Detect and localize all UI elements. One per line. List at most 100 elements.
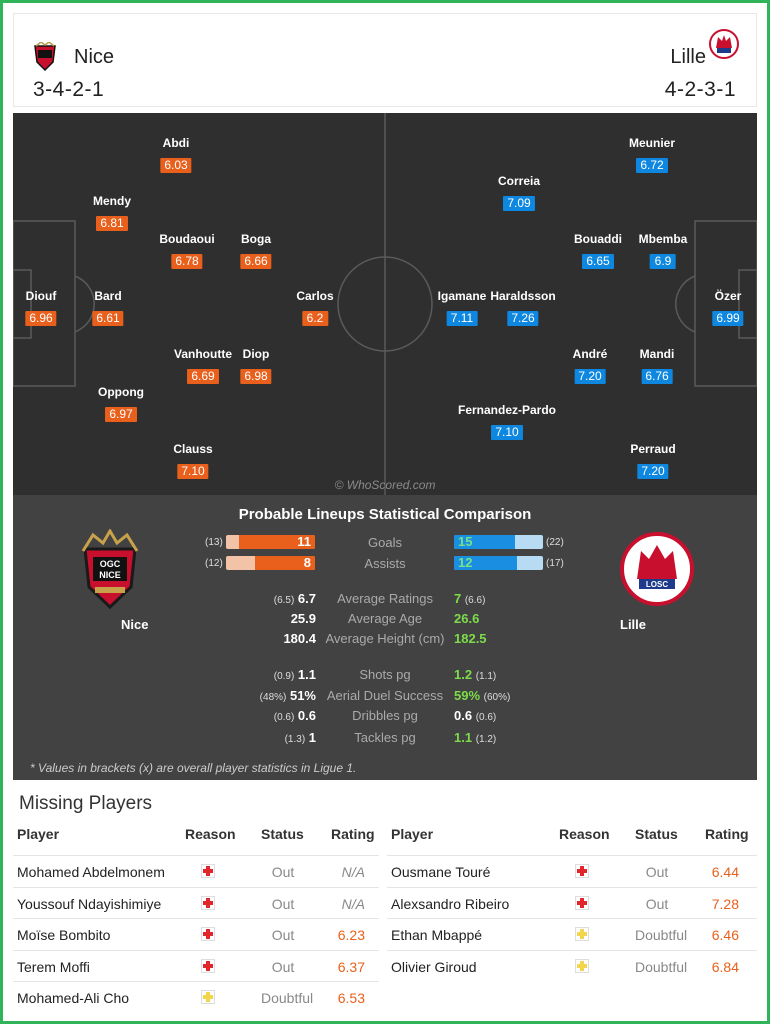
- player-rating: 6.97: [105, 407, 137, 422]
- missing-rating: 7.28: [711, 895, 739, 912]
- player-rating: 7.11: [446, 311, 478, 326]
- player-name[interactable]: Özer: [714, 289, 742, 303]
- home-player[interactable]: Bard 6.61: [92, 289, 124, 327]
- home-player[interactable]: Clauss 7.10: [173, 442, 213, 480]
- missing-rating: N/A: [341, 864, 365, 880]
- home-player[interactable]: Boga 6.66: [240, 232, 272, 270]
- home-player[interactable]: Diop 6.98: [240, 347, 272, 385]
- missing-player-name[interactable]: Moïse Bombito: [17, 927, 111, 943]
- player-name[interactable]: Bouaddi: [574, 232, 622, 246]
- away-bar-value: 15: [458, 535, 473, 549]
- missing-player-name[interactable]: Ethan Mbappé: [391, 927, 483, 943]
- away-stat-value: 182.5: [454, 631, 487, 646]
- home-player[interactable]: Oppong 6.97: [98, 385, 144, 423]
- pitch-markings: [13, 113, 757, 495]
- player-rating: 6.99: [712, 311, 744, 326]
- away-team-name[interactable]: Lille: [670, 46, 706, 68]
- home-formation: 3-4-2-1: [33, 78, 105, 101]
- away-player[interactable]: André 7.20: [572, 347, 608, 385]
- doubtful-icon: [201, 990, 215, 1004]
- missing-player-name[interactable]: Terem Moffi: [17, 958, 90, 975]
- player-name[interactable]: Mandi: [639, 347, 675, 361]
- missing-status: Out: [271, 864, 295, 880]
- missing-player-name[interactable]: Mohamed-Ali Cho: [17, 990, 130, 1006]
- home-team-label: Nice: [121, 617, 149, 632]
- home-player[interactable]: Vanhoutte 6.69: [174, 347, 232, 385]
- home-bar-fill: [239, 535, 315, 549]
- lille-crest-icon: [709, 29, 739, 59]
- player-name[interactable]: Boudaoui: [159, 232, 215, 246]
- away-player[interactable]: Mandi 6.76: [639, 347, 675, 385]
- player-rating: 6.69: [187, 369, 219, 384]
- player-name[interactable]: Boga: [240, 232, 271, 246]
- table-row: Olivier Giroud Doubtful 6.84: [387, 949, 757, 982]
- player-rating: 6.81: [96, 216, 128, 231]
- player-name[interactable]: Haraldsson: [490, 289, 556, 303]
- missing-status: Doubtful: [261, 990, 314, 1006]
- player-name[interactable]: Carlos: [296, 289, 334, 303]
- player-rating: 7.26: [507, 311, 539, 326]
- missing-rating: 6.23: [337, 927, 365, 943]
- missing-status: Out: [271, 958, 295, 975]
- home-player[interactable]: Mendy 6.81: [93, 194, 131, 232]
- away-player[interactable]: Correia 7.09: [498, 174, 540, 212]
- home-stat-value: 25.9: [290, 611, 316, 626]
- home-stat-value: (6.5) 6.7: [273, 591, 316, 606]
- missing-player-name[interactable]: Ousmane Touré: [391, 864, 491, 880]
- player-name[interactable]: Diop: [242, 347, 270, 361]
- missing-player-name[interactable]: Youssouf Ndayishimiye: [17, 895, 162, 912]
- home-overall: (12): [205, 558, 223, 569]
- player-rating: 6.98: [240, 369, 272, 384]
- away-team-label: Lille: [620, 617, 647, 632]
- injury-icon: [575, 895, 589, 910]
- home-player[interactable]: Boudaoui 6.78: [159, 232, 215, 270]
- stat-label: Goals: [368, 535, 402, 550]
- stat-comparison: Probable Lineups Statistical Comparison …: [13, 495, 757, 780]
- away-player[interactable]: Meunier 6.72: [629, 136, 675, 174]
- col-player: Player: [391, 826, 434, 842]
- missing-player-name[interactable]: Olivier Giroud: [391, 958, 477, 975]
- missing-rating: 6.37: [337, 958, 365, 975]
- player-name[interactable]: Mbemba: [638, 232, 688, 246]
- away-player[interactable]: Fernandez-Pardo 7.10: [458, 403, 556, 441]
- missing-player-name[interactable]: Mohamed Abdelmonem: [17, 864, 165, 880]
- away-player[interactable]: Özer 6.99: [712, 289, 744, 327]
- player-name[interactable]: Vanhoutte: [173, 347, 233, 361]
- home-player[interactable]: Diouf 6.96: [25, 289, 57, 327]
- player-name[interactable]: Correia: [497, 174, 541, 188]
- player-name[interactable]: Mendy: [92, 194, 132, 208]
- player-name[interactable]: Fernandez-Pardo: [457, 403, 557, 417]
- missing-rating: N/A: [341, 895, 365, 912]
- comparison-title: Probable Lineups Statistical Comparison: [238, 506, 532, 523]
- home-player[interactable]: Carlos 6.2: [296, 289, 334, 327]
- doubtful-icon: [575, 958, 589, 973]
- player-name[interactable]: Meunier: [628, 136, 676, 150]
- home-team-name[interactable]: Nice: [74, 46, 115, 68]
- missing-status: Out: [645, 864, 669, 880]
- away-bar: 12: [454, 556, 543, 570]
- home-player[interactable]: Abdi 6.03: [160, 136, 192, 174]
- away-player[interactable]: Bouaddi 6.65: [574, 232, 622, 270]
- away-player[interactable]: Mbemba 6.9: [638, 232, 688, 270]
- player-name[interactable]: Diouf: [25, 289, 57, 303]
- player-name[interactable]: Perraud: [630, 442, 676, 456]
- player-name[interactable]: Igamane: [437, 289, 487, 303]
- home-bar: 11: [226, 535, 315, 549]
- away-bar-value: 12: [458, 556, 473, 570]
- player-name[interactable]: Oppong: [98, 385, 144, 399]
- away-player[interactable]: Igamane 7.11: [437, 289, 487, 327]
- table-row: Moïse Bombito Out 6.23: [13, 918, 379, 950]
- stat-label: Average Age: [347, 611, 423, 626]
- away-player[interactable]: Perraud 7.20: [630, 442, 676, 480]
- doubtful-icon: [575, 927, 589, 941]
- injury-icon: [201, 927, 215, 941]
- player-name[interactable]: Clauss: [173, 442, 213, 456]
- away-stat-value: 1.1 (1.2): [454, 730, 497, 745]
- player-name[interactable]: André: [572, 347, 608, 361]
- home-stat-value: (0.9) 1.1: [273, 667, 316, 682]
- svg-text:LOSC: LOSC: [646, 580, 668, 589]
- missing-player-name[interactable]: Alexsandro Ribeiro: [391, 895, 510, 912]
- player-name[interactable]: Abdi: [162, 136, 190, 150]
- player-name[interactable]: Bard: [94, 289, 122, 303]
- away-player[interactable]: Haraldsson 7.26: [490, 289, 556, 327]
